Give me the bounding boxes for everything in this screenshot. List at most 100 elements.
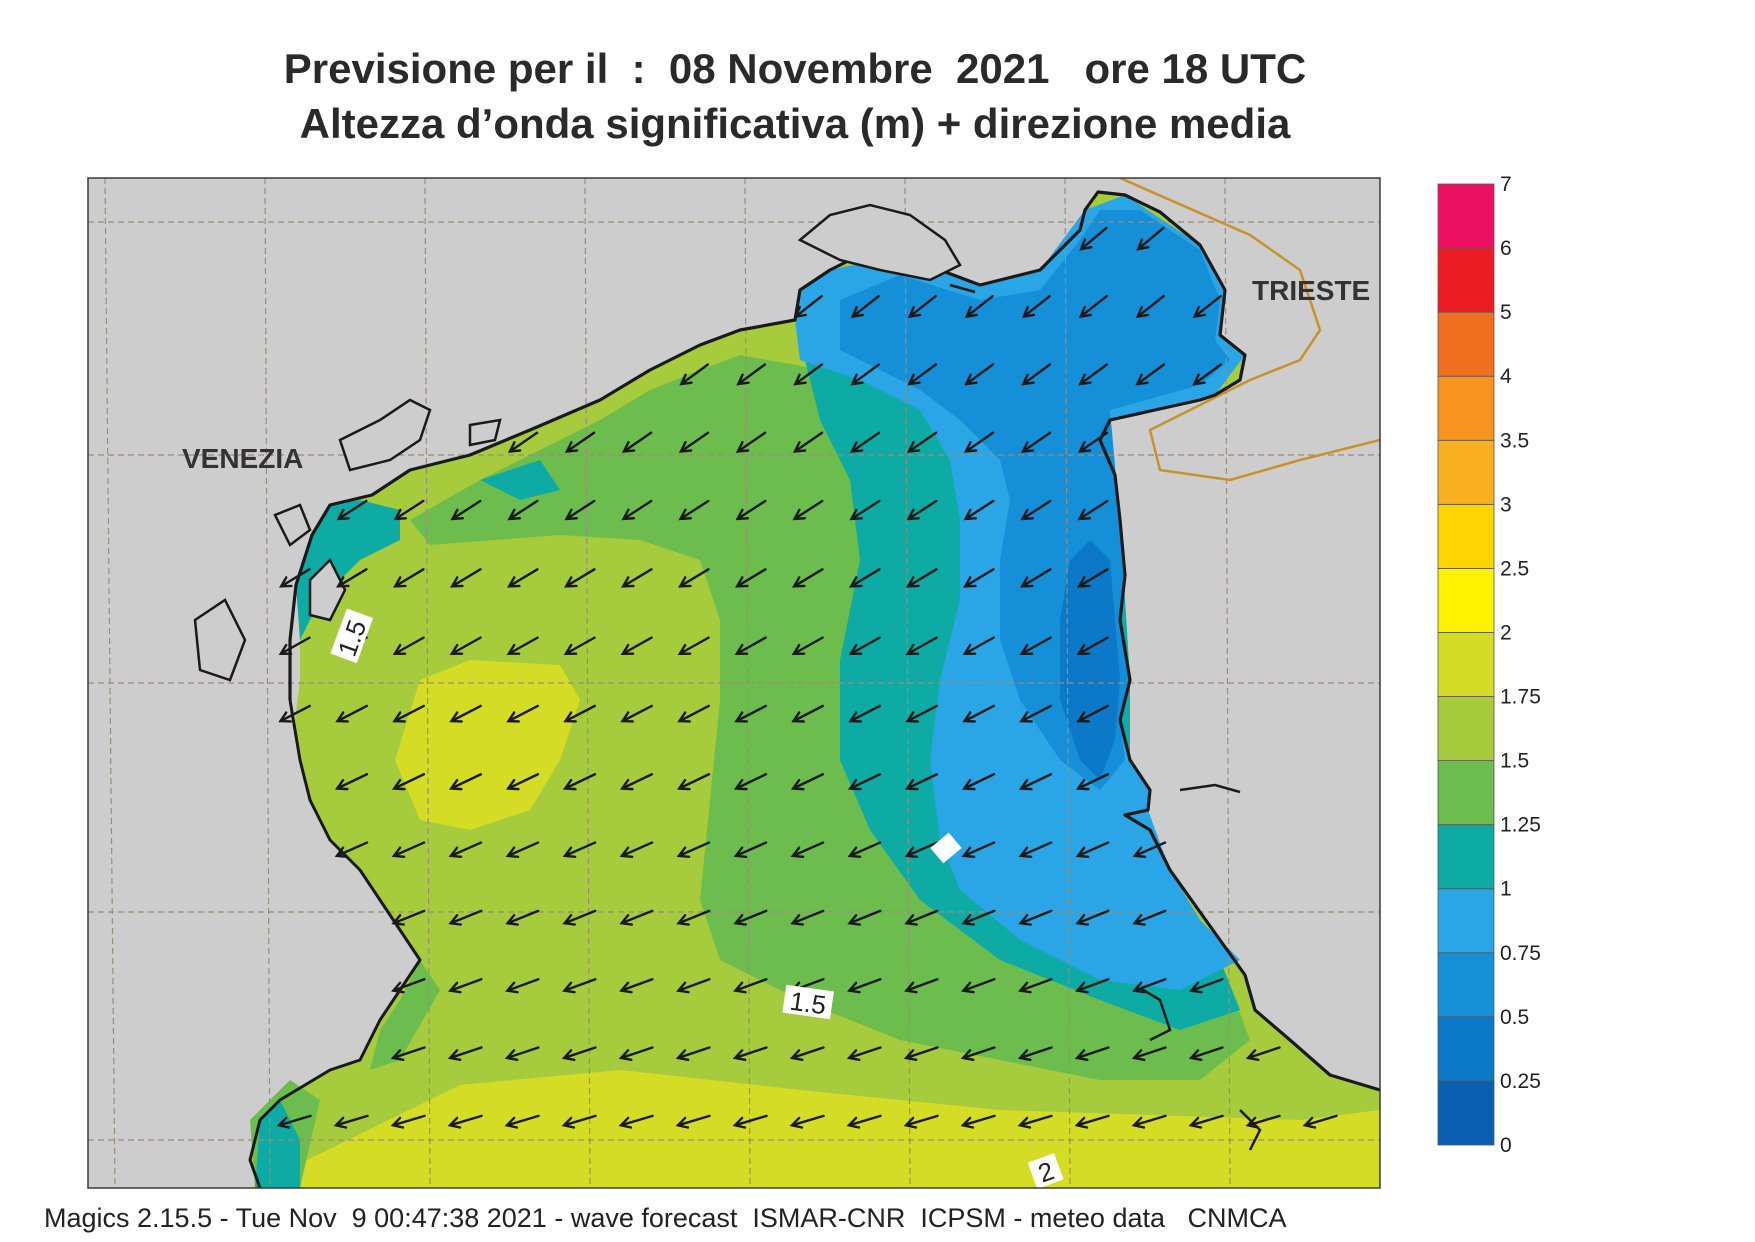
wave-direction-arrow	[1189, 978, 1224, 994]
wave-direction-arrow	[619, 841, 654, 859]
colorbar-tick-label: 3.5	[1500, 429, 1529, 452]
wave-direction-arrow	[392, 636, 425, 655]
wave-direction-arrow	[336, 499, 368, 521]
colorbar: 0 0.25 0.5 0.75 1 1.25 1.5 1.75 2 2.5 3 3.5 4 5 6 7	[1437, 173, 1541, 1157]
wave-direction-arrow	[736, 363, 767, 386]
wave-direction-arrow	[1135, 363, 1166, 386]
wave-direction-arrow	[621, 499, 653, 521]
colorbar-tick-label: 0.75	[1500, 942, 1541, 965]
wave-direction-arrow	[393, 499, 425, 521]
wave-direction-arrow	[675, 1114, 711, 1129]
wave-direction-arrow	[678, 431, 710, 453]
wave-direction-arrow	[679, 363, 710, 386]
map-title-line2: Altezza d’onda significativa (m) + direz…	[299, 100, 1291, 147]
wave-direction-arrow	[792, 568, 824, 588]
wave-direction-arrow	[561, 1046, 597, 1062]
wave-direction-arrow	[504, 1114, 540, 1129]
wave-direction-arrow	[849, 499, 881, 521]
wave-direction-arrow	[390, 1046, 426, 1062]
wave-direction-arrow	[1075, 773, 1110, 791]
wave-direction-arrow	[1076, 704, 1109, 723]
wave-direction-arrow	[677, 704, 710, 723]
wave-direction-arrow	[734, 636, 767, 655]
wave-direction-arrow	[507, 568, 539, 588]
wave-direction-arrow	[847, 773, 882, 791]
wave-direction-arrow	[335, 704, 368, 723]
map-title-line1: Previsione per il : 08 Novembre 2021 ore…	[283, 45, 1307, 92]
wave-direction-arrow	[960, 1046, 996, 1062]
wave-direction-arrow	[733, 909, 768, 926]
wave-direction-arrow	[963, 568, 995, 588]
wave-direction-arrow	[1020, 568, 1052, 588]
wave-direction-arrow	[336, 568, 368, 588]
wave-direction-arrow	[1077, 568, 1109, 588]
wave-direction-arrow	[850, 294, 880, 319]
wave-direction-arrow	[734, 704, 767, 723]
national-border	[1119, 178, 1380, 482]
wave-direction-arrow	[449, 636, 482, 655]
wave-band-1	[480, 460, 560, 500]
wave-direction-arrow	[964, 294, 994, 319]
wave-direction-arrow	[1132, 978, 1167, 994]
small-contour-marker	[930, 832, 962, 864]
wave-direction-arrow	[849, 568, 881, 588]
colorbar-tick-label: 5	[1500, 301, 1512, 324]
wave-direction-arrow	[676, 841, 711, 859]
lagoon-islands	[193, 203, 962, 682]
wave-direction-arrow	[906, 568, 938, 588]
wave-direction-arrow	[962, 704, 995, 723]
wave-band-0.5	[840, 210, 1230, 790]
wave-direction-arrow	[278, 704, 311, 723]
colorbar-swatch	[1437, 888, 1495, 954]
wave-direction-arrow	[276, 1114, 312, 1129]
wave-direction-arrow	[450, 499, 482, 521]
wave-direction-arrow	[903, 1046, 939, 1062]
wave-direction-arrow	[1021, 363, 1052, 386]
wave-direction-arrow	[905, 636, 938, 655]
map-frame	[87, 177, 1381, 1189]
wave-direction-arrow	[1245, 1046, 1281, 1062]
wave-direction-arrow	[1019, 704, 1052, 723]
wave-direction-arrow	[563, 704, 596, 723]
wave-direction-arrow	[907, 363, 938, 386]
wave-direction-arrow	[790, 909, 825, 926]
wave-direction-arrow	[391, 773, 426, 791]
wave-direction-arrow	[562, 909, 597, 926]
wave-direction-arrow	[448, 773, 483, 791]
wave-direction-arrow	[733, 841, 768, 859]
wave-direction-arrow	[564, 431, 596, 453]
wave-direction-arrow	[793, 294, 823, 319]
wave-direction-arrow	[1075, 909, 1110, 926]
wave-direction-arrow	[393, 568, 425, 588]
wave-direction-arrow	[506, 704, 539, 723]
wave-direction-arrow	[1135, 294, 1165, 319]
wave-direction-arrow	[620, 704, 653, 723]
colorbar-swatch	[1437, 632, 1495, 697]
wave-direction-arrow	[904, 841, 939, 859]
wave-direction-arrow	[278, 636, 311, 655]
wave-direction-arrow	[392, 704, 425, 723]
wave-direction-arrow	[620, 636, 653, 655]
wave-direction-arrow	[732, 1046, 768, 1062]
wave-direction-arrow	[448, 978, 483, 994]
wave-direction-arrow	[732, 1114, 768, 1129]
wave-direction-arrow	[1020, 431, 1052, 453]
wave-direction-arrow	[678, 499, 710, 521]
wave-direction-arrow	[1018, 841, 1053, 859]
wave-band-1	[296, 500, 400, 640]
wave-direction-arrow	[961, 978, 996, 994]
wave-direction-arrow	[1302, 1114, 1338, 1129]
wave-direction-arrow	[733, 773, 768, 791]
contour-label-3: 2	[1027, 1153, 1064, 1188]
wave-direction-arrow	[1077, 431, 1109, 453]
wave-direction-arrow	[906, 499, 938, 521]
map-area: 1.5 1.5 2 VENEZIA TRIESTE	[88, 178, 1380, 1188]
wave-direction-arrow	[1076, 636, 1109, 655]
wave-direction-arrow	[505, 909, 540, 926]
wave-direction-arrow	[1021, 294, 1051, 319]
coastline	[248, 699, 422, 1188]
colorbar-swatch	[1437, 824, 1495, 890]
wave-direction-arrow	[961, 841, 996, 859]
wave-direction-arrow	[961, 909, 996, 926]
wave-direction-arrow	[846, 1046, 882, 1062]
